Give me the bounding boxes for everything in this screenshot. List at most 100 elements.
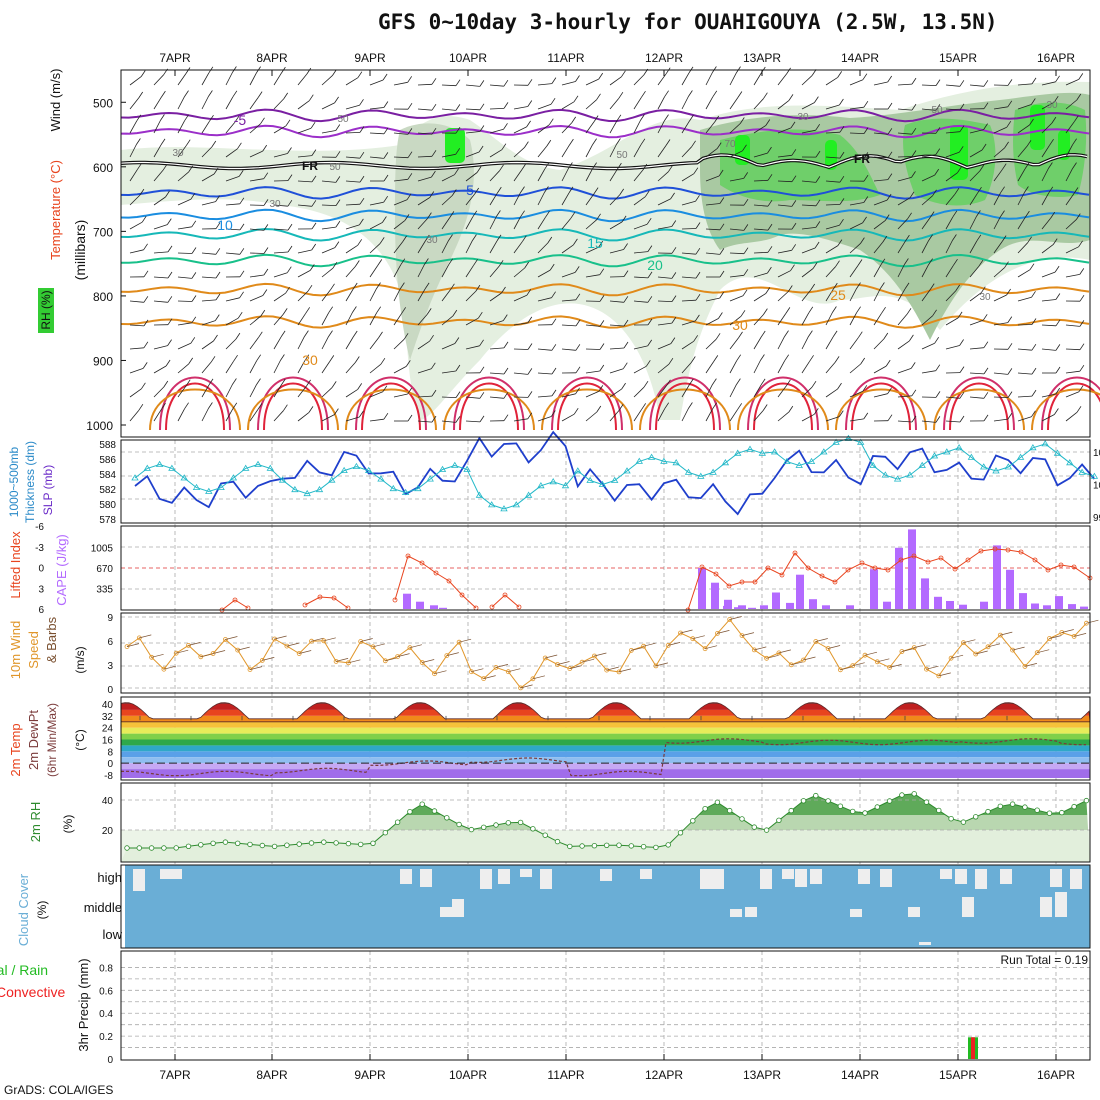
wind-tick-label: 6 (107, 637, 113, 648)
wind-barb (393, 339, 405, 350)
wind-barb (393, 366, 407, 374)
wind-barb-flag (311, 222, 317, 230)
wind-barb (561, 299, 576, 302)
wind-barb (897, 420, 913, 423)
temp-band (121, 757, 1090, 764)
cape-bar (796, 574, 804, 609)
wind-barb (393, 264, 402, 278)
bottom-date-label: 10APR (449, 1068, 487, 1082)
precip-tick-label: 0.2 (99, 1032, 113, 1043)
wind-barb-flag (1049, 138, 1054, 146)
wind-barb (465, 240, 473, 254)
wind-barb-flag (834, 356, 840, 363)
precip-conv-label: Convective (0, 984, 65, 1000)
wind-barb-flag (551, 291, 556, 298)
wind-barb (849, 312, 857, 326)
li-marker (459, 592, 465, 598)
wind-barb-flag (641, 403, 647, 410)
wind-barb (1065, 99, 1078, 110)
cloud-high-block (1050, 869, 1062, 887)
wind-barb-flag (981, 143, 987, 151)
wind-barb-flag (1029, 263, 1035, 270)
wind-barb-10m (520, 684, 533, 689)
wind-barb-flag (191, 316, 197, 324)
wind-barb (897, 314, 908, 326)
wind-barb-flag (376, 306, 382, 313)
wind-barb-flag (213, 167, 219, 175)
wind-barb-flag (787, 285, 793, 292)
rh-marker (985, 808, 991, 815)
wind-barb-flag (424, 234, 430, 242)
wind-barb (633, 300, 648, 303)
heat-arch-4-0 (551, 376, 623, 431)
slp-marker (340, 466, 348, 473)
wind-barb-flag (547, 236, 553, 244)
wind-barb-flag (407, 414, 413, 422)
wind-barb-flag (977, 186, 982, 194)
slp-marker (426, 475, 434, 482)
cloud-level-label: middle (84, 900, 122, 915)
wind-barb (297, 360, 306, 374)
rh-90-core-4 (1030, 105, 1045, 150)
wind-barb (177, 408, 185, 422)
wind-barb (753, 72, 762, 86)
wind-barb (633, 223, 648, 230)
li-marker (832, 579, 838, 585)
temp-contour-label: 30 (732, 317, 748, 333)
wind-speed-marker (235, 647, 241, 653)
wind-barb (513, 192, 521, 206)
wind-barb (657, 322, 672, 326)
rh-marker (542, 832, 548, 838)
wind-barb (1041, 168, 1049, 182)
wind-barb-flag (1078, 385, 1084, 392)
wind-barb (729, 97, 739, 110)
wind-barb-flag (983, 123, 988, 130)
wind-barb (801, 268, 814, 278)
wind-barb-flag (431, 389, 437, 397)
wind-barb (297, 249, 312, 254)
slp-marker (1078, 468, 1086, 475)
wind-barb-flag (400, 282, 405, 289)
wind-barb-flag (551, 344, 557, 351)
li-marker (978, 548, 984, 554)
wind-barb (825, 312, 833, 326)
wind-barb-flag (1031, 410, 1036, 418)
wind-barb-flag (935, 364, 941, 371)
wind-barb (345, 288, 354, 302)
wind-barb-flag (743, 247, 749, 254)
wind-barb (345, 104, 360, 110)
wind-barb (537, 124, 550, 134)
cape-bar (846, 605, 854, 609)
wind-barb-flag (311, 149, 317, 156)
wind-barb (657, 363, 670, 374)
wind-speed-marker (210, 651, 216, 656)
wind-barb-flag (839, 198, 845, 205)
wind-barb (489, 108, 505, 110)
wind-barb (537, 348, 552, 351)
wind-barb (417, 132, 433, 135)
wind-barb-flag (383, 152, 389, 159)
wind-speed-marker (936, 673, 942, 679)
wind-barb (273, 384, 282, 398)
slp-marker (1090, 472, 1099, 479)
wind-barb-10m (938, 672, 951, 677)
wind-barb (585, 219, 597, 230)
heat-arch-4-2 (541, 388, 633, 431)
wind-barb (297, 127, 312, 134)
wind-barb (753, 179, 769, 182)
wind-barb-flag (359, 99, 364, 106)
wind-speed-marker (1059, 630, 1065, 635)
temp-axis-label: Temperature (°C) (48, 160, 63, 260)
wind-barb-flag (1031, 343, 1037, 351)
wind-barb (657, 300, 673, 302)
wind-barb (753, 98, 764, 110)
cape-bar (1031, 603, 1039, 609)
wind-barb (777, 249, 792, 254)
wind-speed-marker (345, 660, 351, 666)
wind-barb (1017, 242, 1028, 254)
wind-speed-marker (481, 676, 487, 681)
rh-contour-label: 30 (172, 148, 184, 159)
cape-bar (993, 545, 1001, 609)
wind-speed-marker (259, 658, 265, 663)
wind-barb-flag (715, 333, 721, 340)
